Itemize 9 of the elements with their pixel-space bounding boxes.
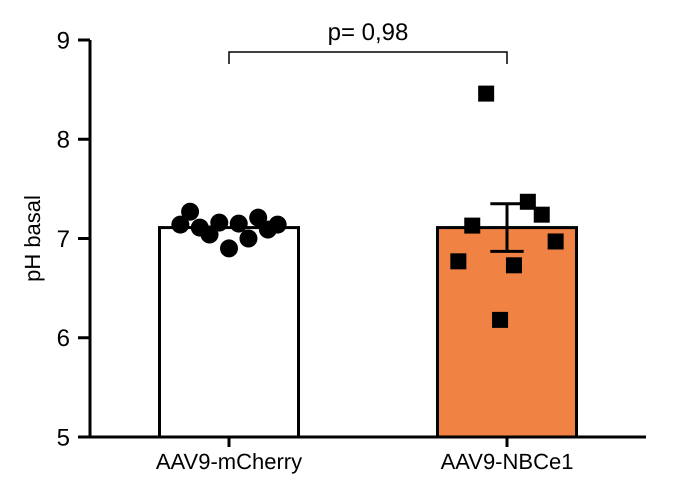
y-axis-title: pH basal [20,195,45,282]
x-tick-label: AAV9-NBCe1 [440,449,574,474]
annotation: p= 0,98 [328,19,408,46]
y-tick-label: 6 [56,325,70,352]
y-tick-label: 8 [56,126,70,154]
y-tick-label: 5 [56,424,70,452]
x-tick-label: AAV9-mCherry [156,449,302,474]
y-tick-label: 7 [56,226,70,253]
y-tick-label: 9 [56,27,70,54]
